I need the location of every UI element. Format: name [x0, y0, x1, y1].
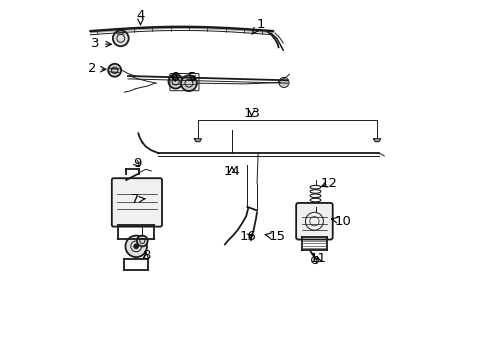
- Circle shape: [137, 235, 147, 246]
- Text: 3: 3: [91, 37, 111, 50]
- Circle shape: [133, 244, 139, 249]
- Text: 14: 14: [223, 165, 240, 177]
- Text: 13: 13: [243, 107, 260, 120]
- FancyBboxPatch shape: [112, 178, 162, 226]
- Polygon shape: [373, 139, 380, 141]
- Text: 11: 11: [309, 252, 326, 265]
- Text: 15: 15: [264, 230, 285, 243]
- Circle shape: [311, 256, 318, 264]
- Circle shape: [181, 75, 196, 91]
- Text: 7: 7: [131, 193, 145, 206]
- Circle shape: [168, 74, 183, 89]
- Circle shape: [113, 31, 128, 46]
- Circle shape: [108, 64, 121, 77]
- Circle shape: [278, 77, 288, 87]
- Text: 6: 6: [170, 71, 179, 84]
- Text: 8: 8: [142, 249, 150, 262]
- Text: 1: 1: [251, 18, 264, 34]
- Text: 16: 16: [239, 230, 256, 243]
- FancyBboxPatch shape: [296, 203, 332, 239]
- Circle shape: [125, 235, 147, 257]
- Text: 9: 9: [132, 157, 141, 170]
- Text: 4: 4: [136, 9, 144, 25]
- Polygon shape: [194, 139, 201, 141]
- Text: 12: 12: [320, 177, 337, 190]
- Text: 2: 2: [88, 62, 106, 75]
- Text: 10: 10: [331, 215, 351, 228]
- Text: 5: 5: [188, 71, 196, 84]
